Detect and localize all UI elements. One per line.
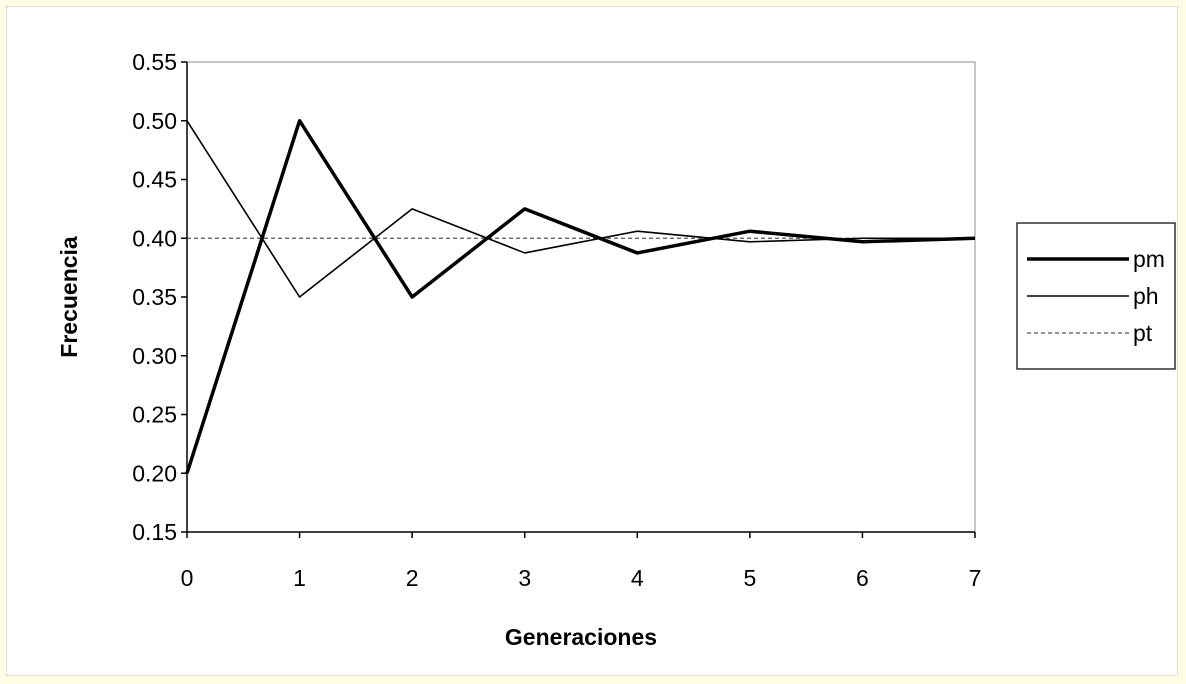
x-tick-label: 6 — [856, 565, 869, 591]
x-tick-label: 2 — [406, 565, 419, 591]
x-tick-label: 0 — [181, 565, 194, 591]
chart-frame: 0.15 0.20 0.25 0.30 0.35 0.40 0.45 0.50 0.55 0 1 2… — [6, 6, 1178, 676]
y-tick-label: 0.40 — [132, 225, 177, 251]
y-tick-label: 0.20 — [132, 460, 177, 486]
y-axis-title: Frecuencia — [56, 236, 82, 358]
x-axis-title: Generaciones — [505, 624, 657, 650]
series-line-ph — [186, 120, 975, 298]
x-tick-label: 1 — [293, 565, 306, 591]
legend-label-pt: pt — [1133, 320, 1153, 346]
y-tick-label: 0.45 — [132, 167, 177, 193]
legend-label-ph: ph — [1133, 283, 1159, 309]
y-axis-ticks: 0.15 0.20 0.25 0.30 0.35 0.40 0.45 0.50 0.55 — [132, 49, 187, 545]
y-tick-label: 0.15 — [132, 519, 177, 545]
x-tick-label: 3 — [518, 565, 531, 591]
x-tick-label: 4 — [631, 565, 644, 591]
y-tick-label: 0.30 — [132, 343, 177, 369]
y-tick-label: 0.25 — [132, 402, 177, 428]
y-tick-label: 0.50 — [132, 108, 177, 134]
series-line-pm — [185, 119, 976, 474]
y-tick-label: 0.55 — [132, 49, 177, 75]
line-chart: 0.15 0.20 0.25 0.30 0.35 0.40 0.45 0.50 0.55 0 1 2… — [56, 49, 1176, 650]
x-tick-label: 7 — [969, 565, 982, 591]
series-layer — [185, 119, 976, 474]
x-axis-ticks: 0 1 2 3 4 5 6 7 — [181, 532, 982, 591]
legend: pm ph pt — [1016, 222, 1176, 370]
x-tick-label: 5 — [743, 565, 756, 591]
y-tick-label: 0.35 — [132, 284, 177, 310]
legend-label-pm: pm — [1133, 246, 1165, 272]
